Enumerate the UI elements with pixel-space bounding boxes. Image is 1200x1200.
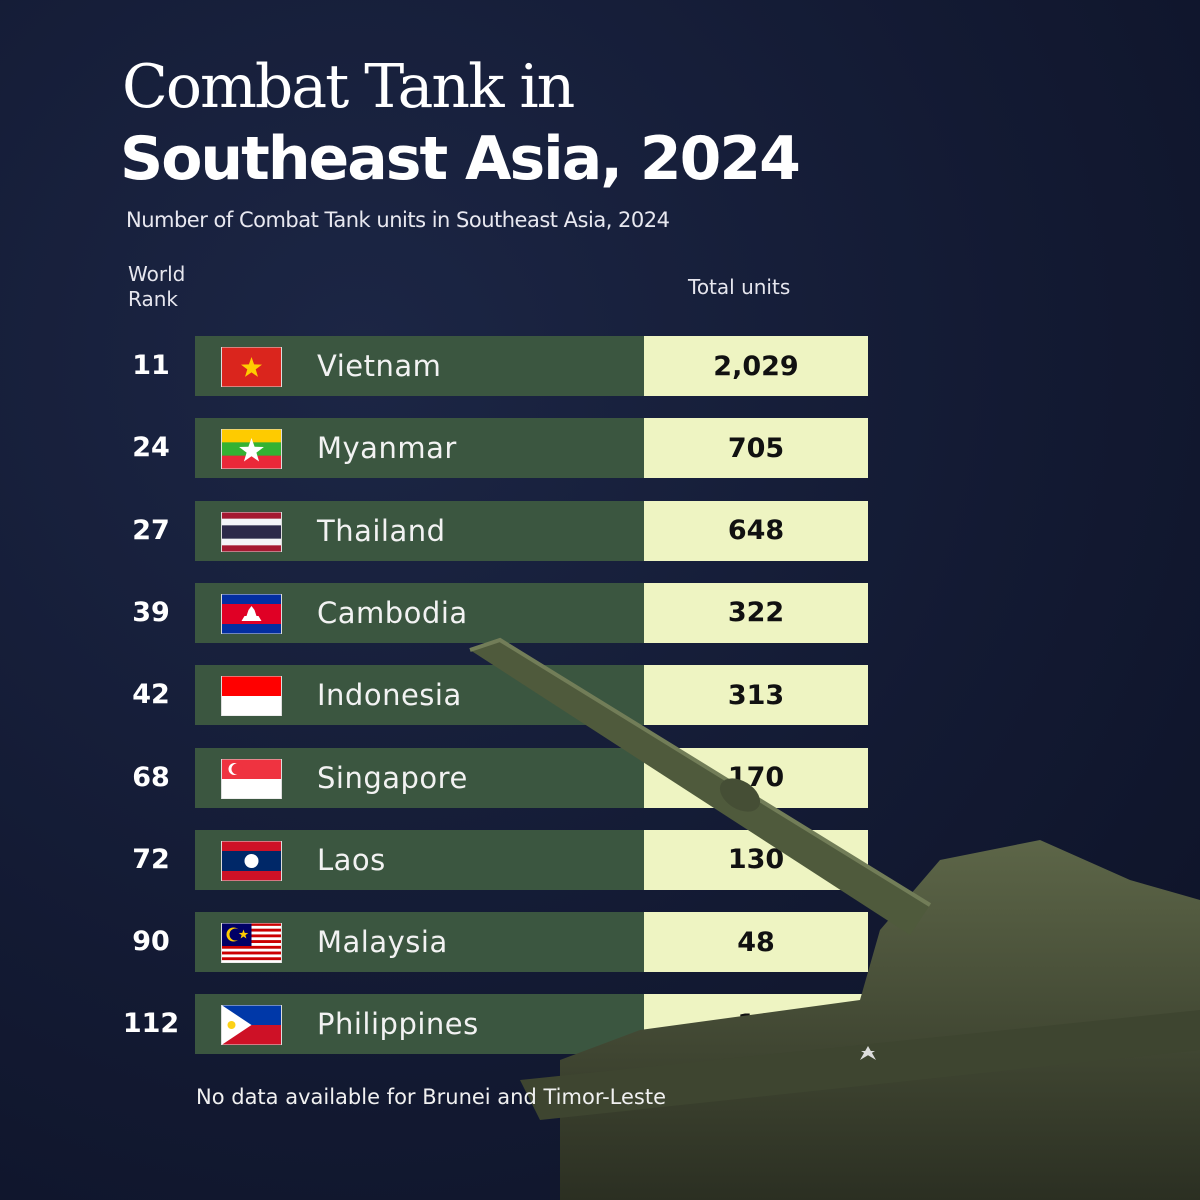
table-row: Indonesia 313 <box>195 665 868 726</box>
column-header: Rank <box>128 287 178 311</box>
column-header: Total units <box>688 275 791 299</box>
flag <box>221 1005 282 1046</box>
rank: 11 <box>132 350 170 381</box>
rank: 112 <box>122 1008 180 1040</box>
country-name: Malaysia <box>317 925 448 960</box>
country-cell: Vietnam <box>195 336 644 396</box>
table-row: Singapore 170 <box>195 747 868 808</box>
flag <box>221 347 282 387</box>
units: 648 <box>644 500 868 561</box>
country-cell: Thailand <box>195 500 644 561</box>
title-line: Combat Tank in <box>122 52 575 122</box>
units: 170 <box>644 747 868 808</box>
rank: 24 <box>132 432 170 464</box>
flag <box>221 840 282 881</box>
country-cell: Singapore <box>195 747 644 808</box>
country-name: Vietnam <box>317 349 442 383</box>
country-name: Indonesia <box>317 678 462 713</box>
country-cell: Myanmar <box>195 418 644 479</box>
rank: 72 <box>132 843 170 875</box>
flag <box>221 758 282 799</box>
table-row: Myanmar 705 <box>195 418 868 479</box>
flag <box>221 923 282 964</box>
title-line: Southeast Asia, 2024 <box>120 124 801 194</box>
flag <box>221 676 282 717</box>
flag <box>221 511 282 552</box>
table-row: Laos 130 <box>195 829 868 890</box>
country-name: Laos <box>317 842 386 877</box>
units: 48 <box>644 912 868 973</box>
units: 130 <box>644 829 868 890</box>
table-row: Cambodia 322 <box>195 582 868 643</box>
units: 705 <box>644 418 868 479</box>
table-row: Malaysia 48 <box>195 912 868 973</box>
country-name: Thailand <box>317 513 446 548</box>
country-cell: Laos <box>195 829 644 890</box>
table-row: Thailand 648 <box>195 500 868 561</box>
footnote: No data available for Brunei and Timor-L… <box>196 1085 667 1109</box>
flag <box>221 429 282 470</box>
country-cell: Indonesia <box>195 665 644 726</box>
country-cell: Malaysia <box>195 912 644 973</box>
country-cell: Philippines <box>195 994 644 1055</box>
units: 2,029 <box>644 336 868 396</box>
rank: 27 <box>132 514 170 546</box>
country-name: Singapore <box>317 760 468 795</box>
rank: 39 <box>132 596 170 628</box>
country-name: Philippines <box>317 1007 479 1042</box>
units: 10 <box>644 994 868 1055</box>
units: 322 <box>644 582 868 643</box>
units: 313 <box>644 665 868 726</box>
table-row: Philippines 10 <box>195 994 868 1055</box>
subtitle: Number of Combat Tank units in Southeast… <box>126 208 670 232</box>
country-name: Cambodia <box>317 595 468 630</box>
country-cell: Cambodia <box>195 582 644 643</box>
rank: 42 <box>132 679 170 711</box>
flag <box>221 593 282 634</box>
column-header: World <box>128 262 186 286</box>
country-name: Myanmar <box>317 431 457 466</box>
table-row: Vietnam 2,029 <box>195 336 868 396</box>
rank: 68 <box>132 761 170 793</box>
rank: 90 <box>132 926 170 958</box>
